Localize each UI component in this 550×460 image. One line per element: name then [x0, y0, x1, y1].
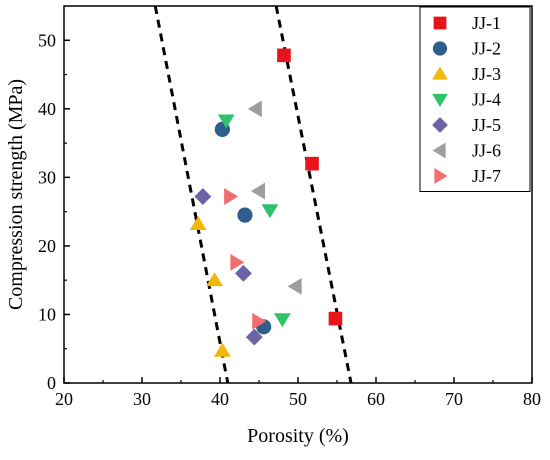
y-tick-label: 30 — [38, 167, 56, 187]
legend-label: JJ-6 — [472, 141, 501, 161]
data-point-jj-7 — [252, 312, 267, 330]
y-tick-label: 20 — [38, 236, 56, 256]
x-tick-label: 40 — [211, 389, 229, 409]
y-axis-title: Compression strength (MPa) — [5, 79, 27, 310]
data-point-jj-6 — [287, 277, 302, 295]
trend-lines — [153, 5, 353, 384]
legend-marker-jj-3 — [432, 66, 448, 80]
legend-marker-jj-5 — [432, 117, 448, 133]
data-point-jj-2 — [237, 207, 253, 223]
y-tick-label: 10 — [38, 304, 56, 324]
y-tick-label: 0 — [47, 373, 56, 393]
data-point-jj-4 — [261, 204, 279, 219]
data-markers — [189, 48, 343, 357]
legend-label: JJ-4 — [472, 90, 501, 110]
legend-marker-jj-2 — [432, 41, 448, 56]
legend-label: JJ-3 — [472, 64, 501, 84]
legend-label: JJ-2 — [472, 39, 501, 59]
legend-marker-jj-6 — [432, 142, 446, 159]
data-point-jj-3 — [206, 272, 223, 287]
data-point-jj-4 — [274, 313, 291, 328]
data-point-jj-6 — [251, 182, 265, 200]
data-point-jj-3 — [213, 342, 231, 357]
x-axis-title: Porosity (%) — [247, 425, 349, 447]
data-point-jj-4 — [217, 114, 235, 129]
data-point-jj-5 — [235, 264, 252, 282]
axis-ticks: 20 30 40 50 60 70 80 0 10 20 30 40 50 — [38, 5, 541, 409]
data-point-jj-7 — [230, 253, 245, 271]
y-tick-label: 50 — [38, 30, 56, 50]
x-tick-label: 70 — [445, 389, 463, 409]
legend: JJ-1 JJ-2 JJ-3 JJ-4 JJ-5 JJ-6 JJ-7 — [419, 6, 531, 192]
x-tick-label: 50 — [289, 389, 307, 409]
legend-marker-jj-4 — [432, 93, 448, 107]
data-point-jj-1 — [277, 48, 291, 63]
dashed-trend-line — [274, 5, 353, 384]
legend-label: JJ-1 — [472, 13, 501, 33]
data-point-jj-3 — [189, 215, 207, 230]
data-point-jj-7 — [224, 188, 239, 205]
y-tick-label: 40 — [38, 99, 56, 119]
x-tick-label: 60 — [367, 389, 385, 409]
x-tick-label: 30 — [133, 389, 151, 409]
x-tick-label: 80 — [523, 389, 541, 409]
data-point-jj-5 — [245, 328, 263, 346]
legend-label: JJ-5 — [472, 115, 501, 135]
legend-marker-jj-1 — [433, 16, 447, 30]
data-point-jj-1 — [328, 311, 343, 326]
dashed-trend-line — [153, 5, 230, 384]
data-point-jj-5 — [194, 188, 212, 205]
data-point-jj-6 — [247, 100, 262, 118]
legend-label: JJ-7 — [472, 166, 501, 186]
x-tick-label: 20 — [55, 389, 73, 409]
legend-marker-jj-7 — [434, 168, 448, 184]
data-point-jj-1 — [305, 156, 319, 171]
